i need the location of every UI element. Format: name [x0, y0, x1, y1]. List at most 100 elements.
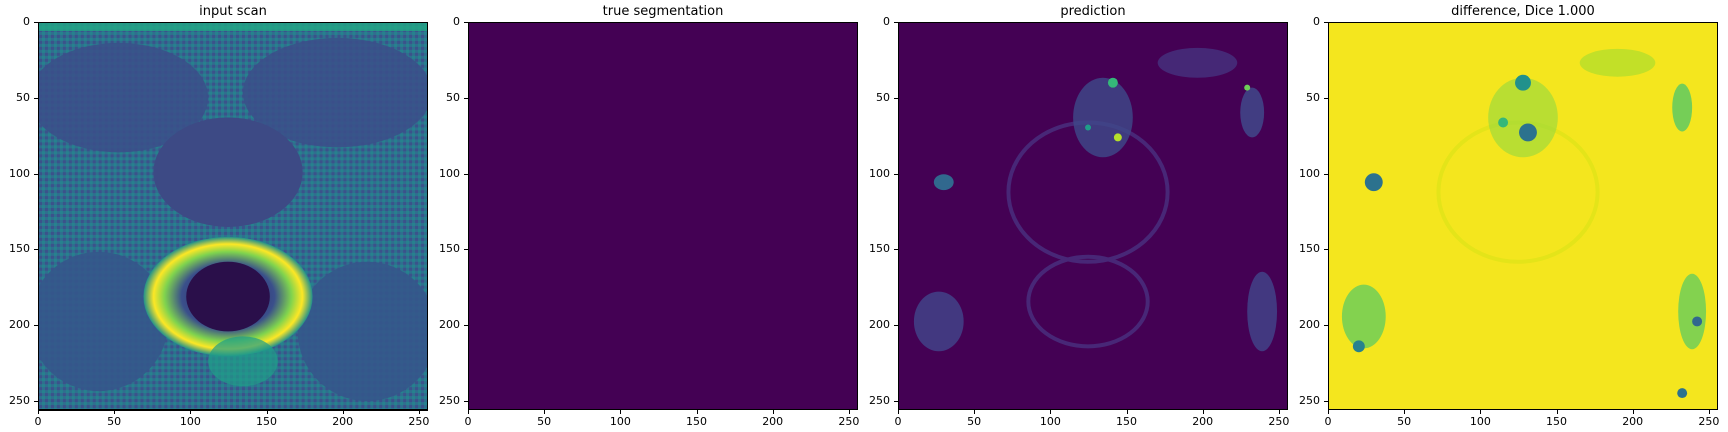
x-tick-label: 150 [1116, 415, 1138, 428]
x-tick-mark [772, 410, 774, 414]
x-tick-label: 200 [1622, 415, 1644, 428]
x-tick-mark [114, 410, 116, 414]
x-tick-label: 200 [762, 415, 784, 428]
y-tick-label: 250 [1299, 393, 1320, 407]
y-tick-label: 150 [9, 242, 30, 256]
x-tick-mark [696, 410, 698, 414]
y-tick-label: 50 [446, 90, 460, 104]
y-tick-mark [1324, 22, 1328, 23]
y-tick-label: 50 [876, 90, 890, 104]
y-tick-mark [464, 400, 468, 402]
x-tick-label: 100 [1469, 415, 1491, 428]
x-tick-label: 50 [1397, 415, 1412, 428]
x-tick-label: 100 [1039, 415, 1061, 428]
x-tick-mark [1050, 410, 1052, 414]
x-tick-mark [1632, 410, 1634, 414]
y-tick-mark [1324, 325, 1328, 327]
y-tick-label: 100 [9, 166, 30, 180]
x-tick-label: 150 [686, 415, 708, 428]
difference-image [1328, 22, 1718, 410]
x-tick-label: 250 [1268, 415, 1290, 428]
y-tick-mark [1324, 97, 1328, 99]
y-tick-mark [34, 97, 38, 99]
y-tick-label: 150 [869, 242, 890, 256]
y-tick-label: 0 [1313, 15, 1320, 28]
y-tick-mark [464, 325, 468, 327]
y-tick-label: 250 [869, 393, 890, 407]
y-tick-mark [894, 249, 898, 251]
panel-title: prediction [1060, 4, 1126, 19]
y-tick-mark [894, 400, 898, 402]
x-tick-mark [898, 410, 899, 414]
x-tick-label: 200 [1192, 415, 1214, 428]
x-tick-mark [974, 410, 976, 414]
y-tick-mark [34, 22, 38, 23]
x-tick-mark [266, 410, 268, 414]
x-tick-label: 0 [894, 415, 902, 428]
y-tick-mark [894, 173, 898, 175]
panel-prediction: prediction [860, 0, 1290, 432]
y-tick-label: 250 [439, 393, 460, 407]
x-axis-line [38, 410, 428, 411]
panel-input-scan: input scan [0, 0, 430, 432]
input-scan-image [38, 22, 428, 410]
y-tick-label: 200 [439, 318, 460, 332]
y-tick-label: 0 [453, 15, 460, 28]
x-tick-mark [1480, 410, 1482, 414]
x-tick-label: 200 [332, 415, 354, 428]
true-segmentation-image [468, 22, 858, 410]
x-tick-mark [342, 410, 344, 414]
x-tick-mark [1202, 410, 1204, 414]
x-tick-label: 250 [1698, 415, 1720, 428]
y-tick-label: 200 [869, 318, 890, 332]
y-tick-mark [1324, 400, 1328, 402]
y-tick-label: 100 [439, 166, 460, 180]
panel-true-segmentation: true segmentation [430, 0, 860, 432]
panel-difference: difference, Dice 1.000 [1290, 0, 1720, 432]
y-tick-label: 100 [869, 166, 890, 180]
y-tick-mark [464, 97, 468, 99]
x-tick-mark [1126, 410, 1128, 414]
y-tick-mark [34, 325, 38, 327]
y-tick-mark [894, 97, 898, 99]
x-tick-mark [1328, 410, 1329, 414]
panel-title: true segmentation [602, 4, 724, 19]
x-tick-label: 50 [107, 415, 122, 428]
y-tick-label: 150 [1299, 242, 1320, 256]
x-tick-mark [544, 410, 546, 414]
x-tick-label: 250 [838, 415, 860, 428]
y-tick-label: 100 [1299, 166, 1320, 180]
x-tick-mark [1404, 410, 1406, 414]
y-tick-mark [894, 22, 898, 23]
y-tick-mark [464, 22, 468, 23]
x-tick-label: 250 [408, 415, 430, 428]
y-tick-mark [34, 400, 38, 402]
x-tick-label: 0 [1324, 415, 1332, 428]
x-tick-mark [620, 410, 622, 414]
y-tick-mark [464, 249, 468, 251]
x-tick-mark [1708, 410, 1710, 414]
x-tick-mark [190, 410, 192, 414]
y-tick-mark [1324, 173, 1328, 175]
x-tick-label: 50 [537, 415, 552, 428]
x-tick-label: 100 [179, 415, 201, 428]
y-tick-label: 200 [1299, 318, 1320, 332]
x-tick-mark [38, 410, 39, 414]
x-tick-label: 50 [967, 415, 982, 428]
y-tick-mark [34, 173, 38, 175]
y-tick-label: 150 [439, 242, 460, 256]
y-tick-mark [1324, 249, 1328, 251]
x-tick-label: 100 [609, 415, 631, 428]
y-tick-mark [464, 173, 468, 175]
x-tick-mark [848, 410, 850, 414]
y-tick-label: 50 [16, 90, 30, 104]
x-tick-label: 0 [34, 415, 42, 428]
y-tick-label: 250 [9, 393, 30, 407]
y-tick-label: 0 [883, 15, 890, 28]
y-tick-mark [894, 325, 898, 327]
y-tick-label: 50 [1306, 90, 1320, 104]
x-tick-mark [1556, 410, 1558, 414]
panel-title: input scan [199, 4, 267, 19]
x-tick-label: 0 [464, 415, 472, 428]
x-tick-label: 150 [1546, 415, 1568, 428]
